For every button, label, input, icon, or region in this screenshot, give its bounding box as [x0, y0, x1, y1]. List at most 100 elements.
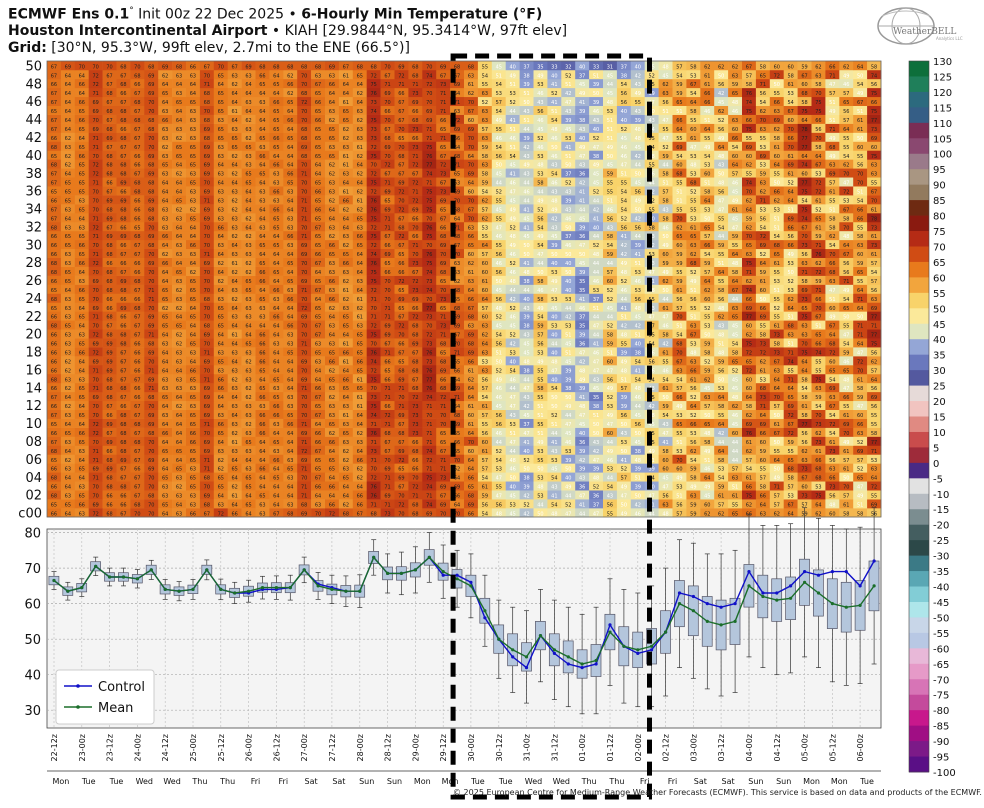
heatmap-value: 50	[509, 476, 515, 482]
heatmap-value: 43	[662, 422, 668, 428]
heatmap-cell	[283, 409, 298, 419]
heatmap-cell	[797, 445, 812, 455]
heatmap-cell	[213, 454, 228, 464]
heatmap-value: 67	[120, 467, 126, 473]
heatmap-value: 45	[579, 261, 585, 267]
heatmap-value: 64	[245, 190, 251, 196]
heatmap-cell	[172, 508, 187, 518]
heatmap-value: 61	[718, 494, 724, 500]
heatmap-value: 64	[273, 279, 279, 285]
heatmap-value: 48	[718, 350, 724, 356]
heatmap-value: 63	[690, 243, 696, 249]
heatmap-cell	[714, 490, 729, 500]
heatmap-value: 53	[509, 422, 515, 428]
heatmap-value: 71	[857, 333, 863, 339]
heatmap-value: 71	[440, 404, 446, 410]
heatmap-value: 51	[774, 288, 780, 294]
heatmap-value: 69	[398, 297, 404, 303]
heatmap-cell	[158, 436, 173, 446]
heatmap-value: 63	[65, 261, 71, 267]
heatmap-cell	[102, 454, 117, 464]
heatmap-value: 55	[857, 279, 863, 285]
heatmap-cell	[464, 418, 479, 428]
heatmap-value: 76	[426, 386, 432, 392]
heatmap-value: 66	[134, 154, 140, 160]
heatmap-value: 48	[662, 511, 668, 517]
heatmap-cell	[853, 463, 868, 473]
heatmap-value: 69	[760, 154, 766, 160]
heatmap-value: 56	[635, 225, 641, 231]
heatmap-value: 55	[676, 270, 682, 276]
heatmap-value: 36	[579, 234, 585, 240]
heatmap-value: 74	[801, 163, 807, 169]
heatmap-value: 65	[357, 243, 363, 249]
heatmap-value: 43	[593, 377, 599, 383]
heatmap-value: 40	[565, 476, 571, 482]
heatmap-cell	[686, 445, 701, 455]
heatmap-value: 45	[509, 163, 515, 169]
heatmap-value: 61	[357, 377, 363, 383]
heatmap-value: 66	[329, 359, 335, 365]
heatmap-value: 69	[92, 306, 98, 312]
heatmap-cell	[352, 409, 367, 419]
heatmap-value: 71	[148, 386, 154, 392]
heatmap-value: 77	[746, 315, 752, 321]
heatmap-value: 69	[384, 324, 390, 330]
heatmap-value: 63	[79, 225, 85, 231]
heatmap-cell	[769, 436, 784, 446]
heatmap-value: 75	[426, 198, 432, 204]
heatmap-cell	[408, 400, 423, 410]
heatmap-value: 77	[801, 181, 807, 187]
heatmap-value: 56	[496, 342, 502, 348]
heatmap-value: 51	[607, 198, 613, 204]
heatmap-value: 64	[732, 252, 738, 258]
heatmap-value: 45	[607, 306, 613, 312]
heatmap-value: 64	[357, 163, 363, 169]
heatmap-cell	[255, 508, 270, 518]
heatmap-value: 44	[607, 476, 613, 482]
heatmap-value: 63	[662, 502, 668, 508]
heatmap-cell	[269, 508, 284, 518]
heatmap-value: 64	[774, 458, 780, 464]
heatmap-value: 62	[829, 234, 835, 240]
heatmap-value: 63	[245, 243, 251, 249]
heatmap-value: 63	[287, 502, 293, 508]
heatmap-value: 47	[607, 368, 613, 374]
heatmap-value: 66	[51, 467, 57, 473]
heatmap-value: 65	[245, 279, 251, 285]
heatmap-value: 53	[496, 467, 502, 473]
heatmap-cell	[783, 436, 798, 446]
heatmap-value: 58	[857, 386, 863, 392]
heatmap-cell	[144, 436, 159, 446]
heatmap-cell	[116, 400, 131, 410]
heatmap-value: 68	[51, 297, 57, 303]
heatmap-value: 49	[565, 404, 571, 410]
heatmap-value: 70	[301, 476, 307, 482]
heatmap-cell	[491, 400, 506, 410]
heatmap-value: 63	[329, 225, 335, 231]
heatmap-value: 71	[148, 333, 154, 339]
heatmap-value: 71	[204, 422, 210, 428]
heatmap-value: 55	[774, 270, 780, 276]
heatmap-value: 73	[760, 395, 766, 401]
heatmap-value: 64	[357, 485, 363, 491]
heatmap-value: 71	[301, 467, 307, 473]
heatmap-cell	[672, 445, 687, 455]
heatmap-cell	[269, 445, 284, 455]
heatmap-value: 67	[398, 440, 404, 446]
heatmap-value: 57	[871, 368, 877, 374]
heatmap-cell	[686, 454, 701, 464]
heatmap-value: 58	[718, 288, 724, 294]
heatmap-value: 66	[357, 234, 363, 240]
heatmap-value: 66	[315, 431, 321, 437]
heatmap-value: 70	[440, 288, 446, 294]
heatmap-value: 46	[593, 350, 599, 356]
heatmap-value: 67	[134, 431, 140, 437]
heatmap-cell	[853, 427, 868, 437]
heatmap-value: 49	[593, 163, 599, 169]
heatmap-value: 57	[732, 467, 738, 473]
heatmap-value: 59	[843, 350, 849, 356]
heatmap-value: 48	[496, 511, 502, 517]
heatmap-value: 56	[496, 270, 502, 276]
heatmap-value: 64	[273, 306, 279, 312]
